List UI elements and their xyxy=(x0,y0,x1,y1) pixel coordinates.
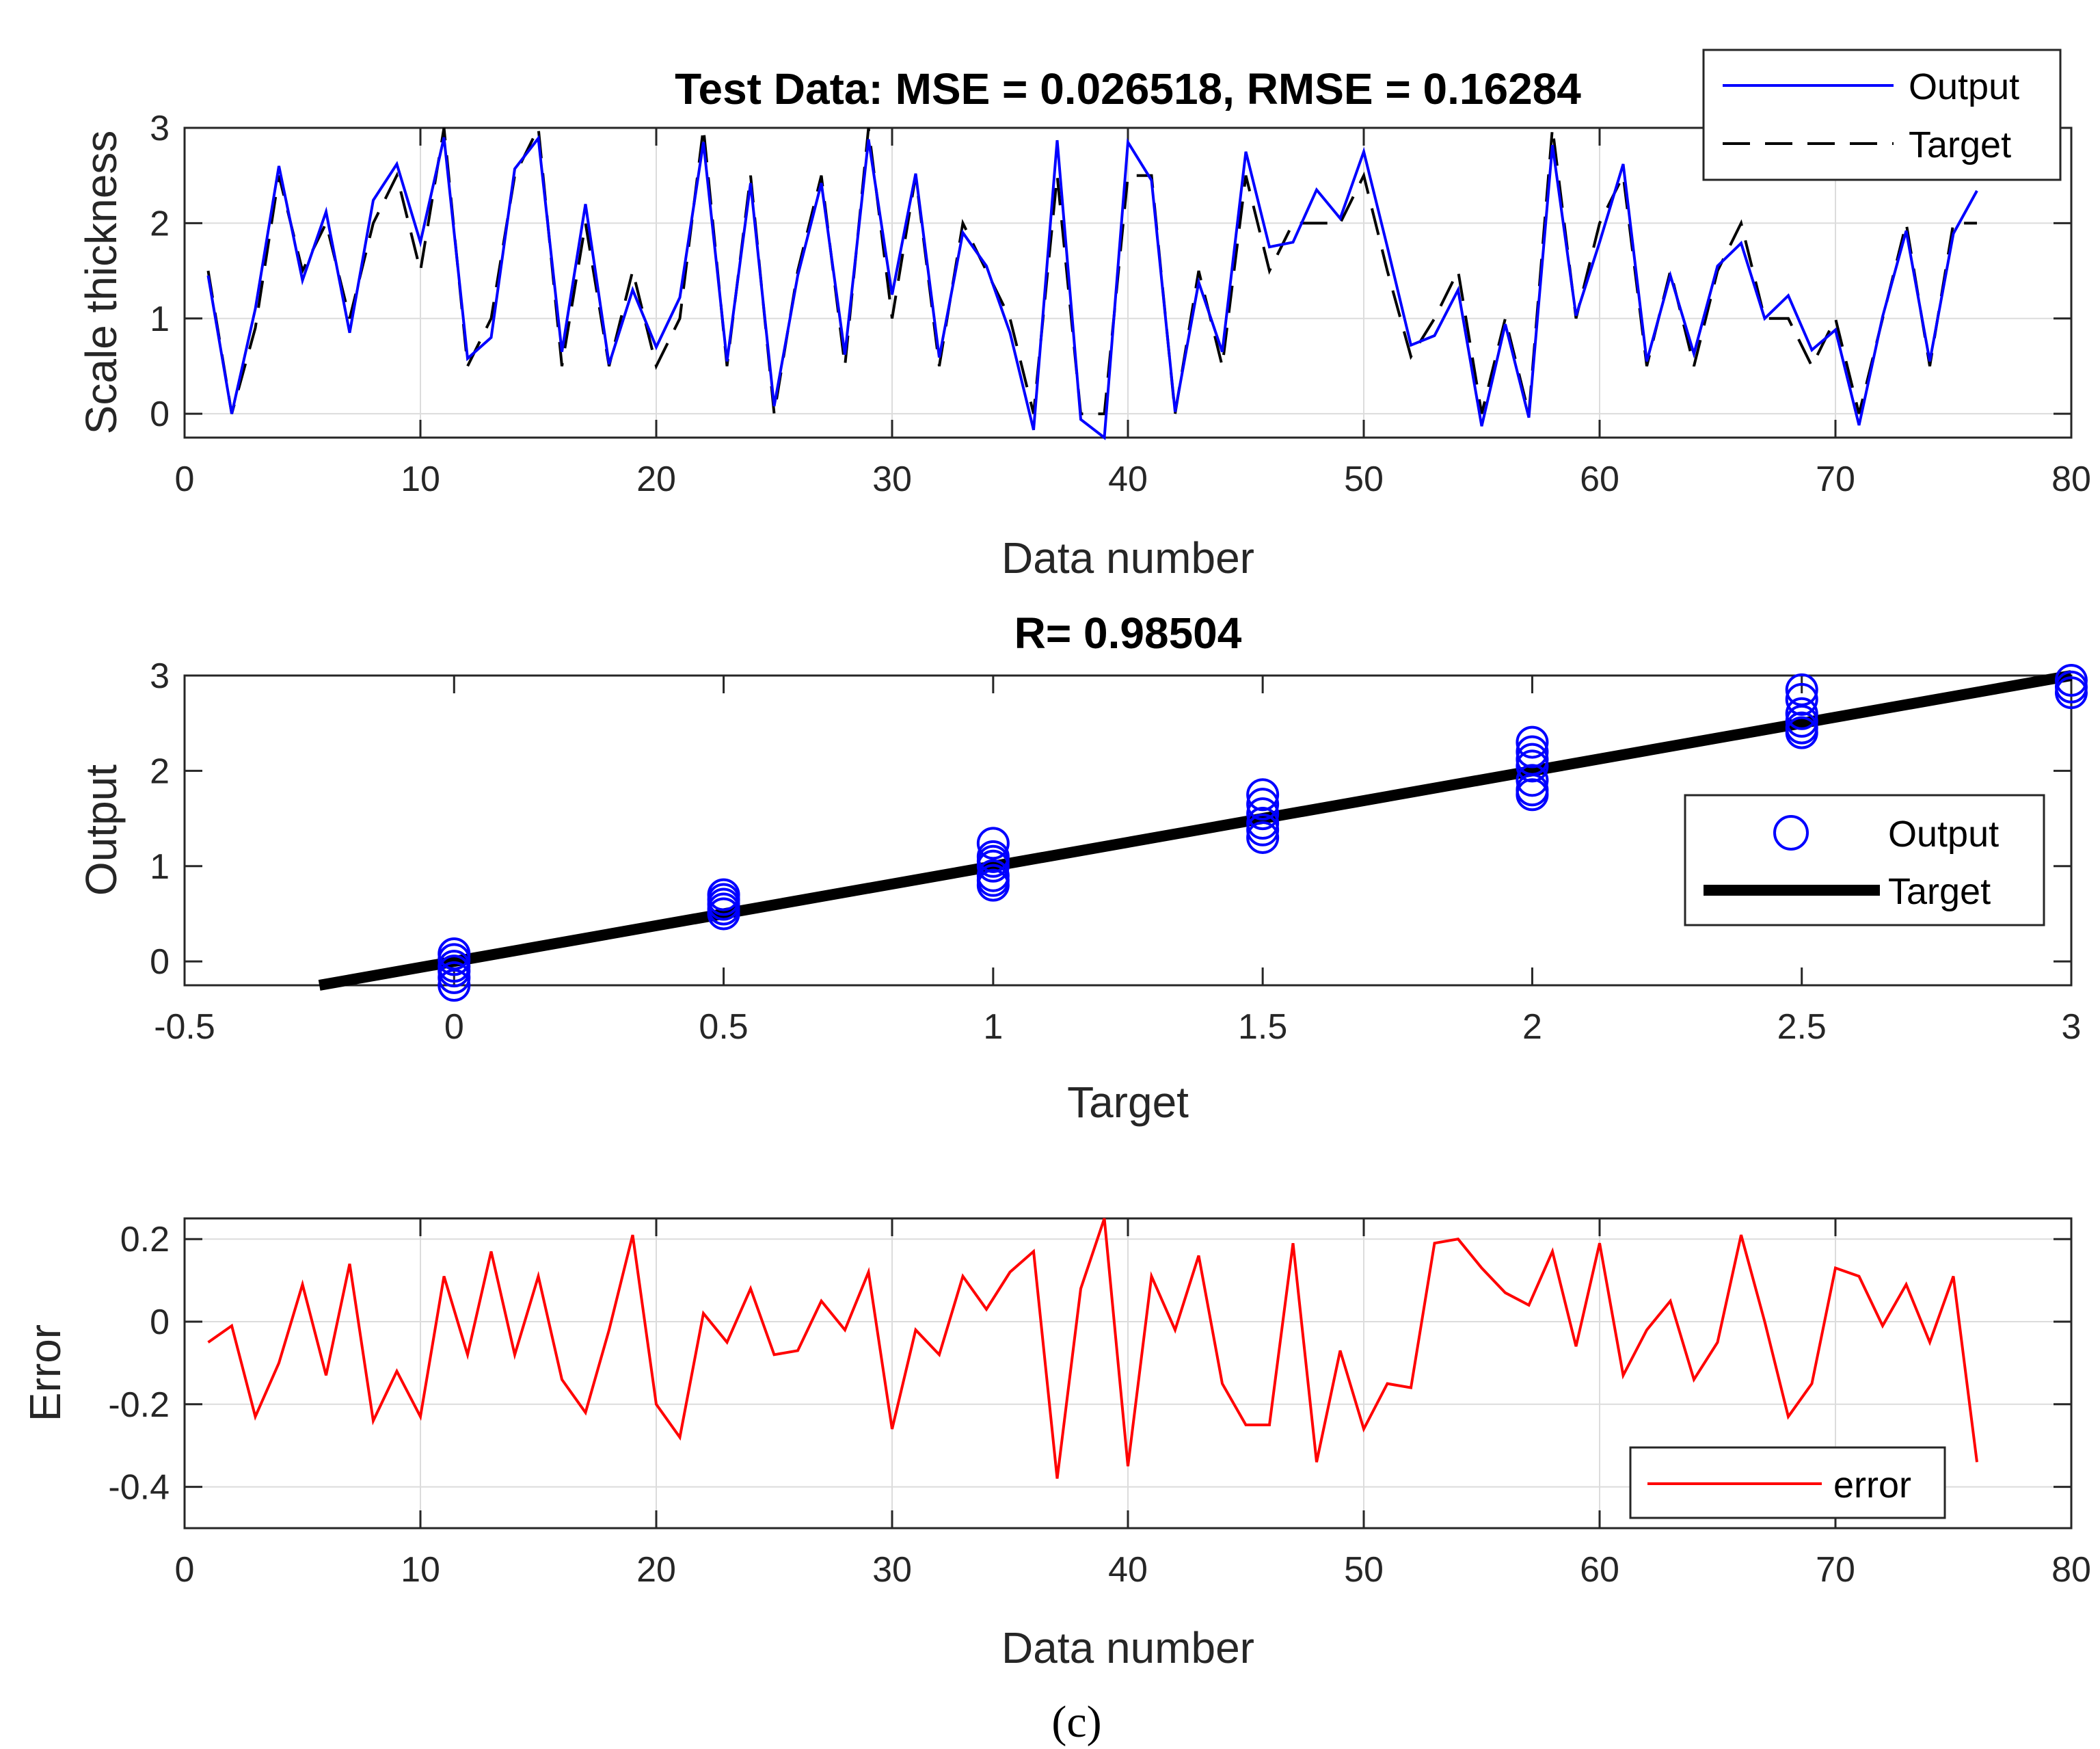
output-point xyxy=(707,878,740,911)
panel2-xtick-label: 0.5 xyxy=(699,1007,748,1047)
panel1-legend-output-label: Output xyxy=(1909,66,2019,107)
panel3-xlabel: Data number xyxy=(1001,1623,1254,1672)
output-point xyxy=(1246,820,1280,854)
panel3-legend-error-label: error xyxy=(1833,1465,1911,1506)
output-point xyxy=(438,954,471,988)
panel3-ytick-label: -0.4 xyxy=(108,1468,170,1508)
panel3-ytick-label: 0 xyxy=(150,1303,170,1342)
output-point xyxy=(976,859,1010,892)
panel2-ytick-label: 1 xyxy=(150,847,170,887)
panel1-xtick-label: 0 xyxy=(175,459,195,499)
panel3-ytick-label: 0.2 xyxy=(120,1220,170,1259)
panel1-xtick-label: 80 xyxy=(2051,459,2091,499)
panel3-ylabel: Error xyxy=(21,1324,70,1421)
panel1-xtick-label: 40 xyxy=(1108,459,1148,499)
panel2-xtick-label: 1.5 xyxy=(1238,1007,1287,1047)
output-line xyxy=(206,135,1978,440)
output-point xyxy=(1246,797,1280,831)
output-point xyxy=(1246,807,1280,840)
error-line xyxy=(207,1218,1978,1479)
panel2-xtick-label: 2.5 xyxy=(1777,1007,1827,1047)
panel1-legend-target-label: Target xyxy=(1909,124,2011,165)
panel3-xtick-label: 60 xyxy=(1580,1550,1619,1590)
output-point xyxy=(1785,682,1818,716)
panel1-ticks: 0 10 20 30 40 50 60 70 80 0 1 2 3 xyxy=(150,109,2091,499)
panel3-xtick-label: 10 xyxy=(401,1550,440,1590)
panel1-xtick-label: 30 xyxy=(872,459,912,499)
panel1-ytick-label: 3 xyxy=(150,109,170,148)
panel1-legend-box xyxy=(1702,49,2062,181)
panel2-xtick-label: 0 xyxy=(444,1007,464,1047)
panel1-legend: Output Target xyxy=(1702,49,2062,181)
panel1-xtick-label: 20 xyxy=(636,459,676,499)
panel1-title: Test Data: MSE = 0.026518, RMSE = 0.1628… xyxy=(675,64,1581,114)
output-point xyxy=(1785,673,1818,706)
panel1-xtick-label: 10 xyxy=(401,459,440,499)
panel2-xtick-label: -0.5 xyxy=(154,1007,215,1047)
panel1-xtick-label: 70 xyxy=(1816,459,1855,499)
panel3-series xyxy=(207,1218,1978,1479)
panel1-ylabel: Scale thickness xyxy=(77,131,126,435)
panel2-xtick-label: 2 xyxy=(1522,1007,1542,1047)
panel2-xtick-label: 3 xyxy=(2062,1007,2082,1047)
output-point xyxy=(2055,670,2088,704)
panel3-xtick-label: 40 xyxy=(1108,1550,1148,1590)
panel2-legend-box xyxy=(1684,794,2045,926)
output-point xyxy=(1246,788,1280,821)
panel1-ytick-label: 0 xyxy=(150,395,170,434)
output-point xyxy=(976,827,1010,860)
panel2-legend: Output Target xyxy=(1684,794,2045,926)
panel2-ticks: -0.5 0 0.5 1 1.5 2 2.5 3 0 1 2 3 xyxy=(150,656,2081,1047)
panel3-xtick-label: 20 xyxy=(636,1550,676,1590)
panel3-legend: error xyxy=(1629,1446,1946,1519)
panel3-xtick-label: 0 xyxy=(175,1550,195,1590)
output-point xyxy=(2055,663,2088,697)
output-point xyxy=(438,961,471,994)
output-point xyxy=(1516,735,1549,769)
panel3-xtick-label: 30 xyxy=(872,1550,912,1590)
panel3-xtick-label: 50 xyxy=(1344,1550,1384,1590)
figure-caption: (c) xyxy=(1051,1697,1101,1747)
panel2-xtick-label: 1 xyxy=(983,1007,1003,1047)
output-point xyxy=(438,943,471,976)
panel2-axes-box xyxy=(183,674,2073,987)
panel1-xlabel: Data number xyxy=(1001,533,1254,583)
panel2-legend-target-label: Target xyxy=(1888,871,1991,912)
panel2-ytick-label: 3 xyxy=(150,656,170,696)
panel1-ytick-label: 2 xyxy=(150,204,170,243)
panel2-ytick-label: 0 xyxy=(150,942,170,982)
panel2-ytick-label: 2 xyxy=(150,751,170,791)
output-point xyxy=(1246,813,1280,846)
panel1-series xyxy=(206,122,1978,440)
panel3-ytick-label: -0.2 xyxy=(108,1385,170,1425)
output-point xyxy=(1516,749,1549,783)
output-point xyxy=(1785,697,1818,730)
panel-error: 0 10 20 30 40 50 60 70 80 -0.4 -0.2 0 0.2 Data numbe… xyxy=(21,1217,2091,1672)
panel2-ylabel: Output xyxy=(77,764,126,896)
panel2-legend-output-label: Output xyxy=(1888,814,1999,855)
panel3-ticks: 0 10 20 30 40 50 60 70 80 -0.4 -0.2 0 0.2 xyxy=(108,1218,2091,1590)
panel1-xtick-label: 50 xyxy=(1344,459,1384,499)
panel1-xtick-label: 60 xyxy=(1580,459,1619,499)
output-point xyxy=(438,969,471,1002)
target-fit-line xyxy=(318,670,2073,991)
output-point xyxy=(1516,725,1549,759)
output-point xyxy=(1516,743,1549,776)
panel2-title: R= 0.98504 xyxy=(1014,609,1242,658)
panel3-xtick-label: 80 xyxy=(2051,1550,2091,1590)
panel2-legend-output-marker xyxy=(1773,815,1809,851)
panel2-series xyxy=(318,663,2088,1002)
panel2-xlabel: Target xyxy=(1067,1078,1189,1127)
panel-time-series: 0 10 20 30 40 50 60 70 80 0 1 2 3 Test Data: MSE = 0… xyxy=(77,49,2091,583)
panel1-ytick-label: 1 xyxy=(150,299,170,339)
output-point xyxy=(1785,711,1818,745)
output-point xyxy=(1516,764,1549,797)
output-point xyxy=(976,840,1010,873)
output-point xyxy=(1246,778,1280,812)
panel3-xtick-label: 70 xyxy=(1816,1550,1855,1590)
